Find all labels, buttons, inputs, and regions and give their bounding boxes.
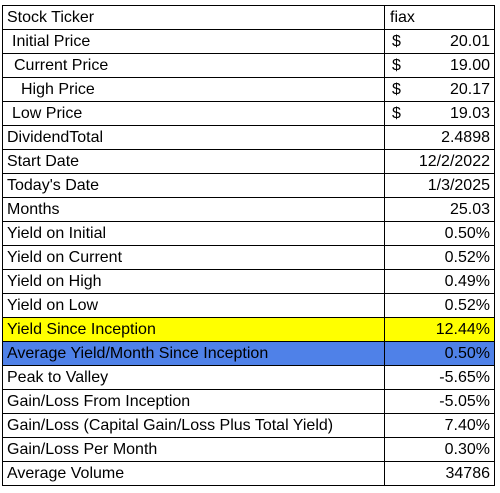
amount: 19.03 <box>449 105 490 122</box>
stock-summary-table: Stock Ticker fiax Initial Price $ 20.01 … <box>2 5 495 486</box>
row-start-date: Start Date 12/2/2022 <box>3 150 495 174</box>
label-cell[interactable]: Gain/Loss From Inception <box>3 390 385 413</box>
value-cell[interactable]: -5.05% <box>385 390 495 413</box>
label-cell[interactable]: Current Price <box>3 54 385 77</box>
value-cell[interactable]: 0.52% <box>385 246 495 269</box>
value-cell[interactable]: $ 19.03 <box>385 102 495 125</box>
row-dividend-total: DividendTotal 2.4898 <box>3 126 495 150</box>
row-initial-price: Initial Price $ 20.01 <box>3 30 495 54</box>
row-average-volume: Average Volume 34786 <box>3 462 495 486</box>
label-cell[interactable]: Months <box>3 198 385 221</box>
row-peak-to-valley: Peak to Valley -5.65% <box>3 366 495 390</box>
row-gain-loss-total: Gain/Loss (Capital Gain/Loss Plus Total … <box>3 414 495 438</box>
value-cell[interactable]: 1/3/2025 <box>385 174 495 197</box>
value-cell[interactable]: $ 20.17 <box>385 78 495 101</box>
row-gain-loss-per-month: Gain/Loss Per Month 0.30% <box>3 438 495 462</box>
value-cell[interactable]: 34786 <box>385 462 495 485</box>
row-yield-on-current: Yield on Current 0.52% <box>3 246 495 270</box>
currency-symbol: $ <box>392 105 401 122</box>
value-cell[interactable]: 0.50% <box>385 222 495 245</box>
label-cell[interactable]: Yield on High <box>3 270 385 293</box>
value-cell[interactable]: $ 19.00 <box>385 54 495 77</box>
row-yield-on-initial: Yield on Initial 0.50% <box>3 222 495 246</box>
label-cell[interactable]: High Price <box>3 78 385 101</box>
label-cell[interactable]: DividendTotal <box>3 126 385 149</box>
amount: 20.17 <box>449 81 490 98</box>
row-average-yield-month: Average Yield/Month Since Inception 0.50… <box>3 342 495 366</box>
value-cell[interactable]: 7.40% <box>385 414 495 437</box>
row-months: Months 25.03 <box>3 198 495 222</box>
value-cell[interactable]: 0.49% <box>385 270 495 293</box>
currency-symbol: $ <box>392 33 401 50</box>
row-low-price: Low Price $ 19.03 <box>3 102 495 126</box>
row-yield-since-inception: Yield Since Inception 12.44% <box>3 318 495 342</box>
label-cell[interactable]: Peak to Valley <box>3 366 385 389</box>
value-cell[interactable]: 12/2/2022 <box>385 150 495 173</box>
row-high-price: High Price $ 20.17 <box>3 78 495 102</box>
row-stock-ticker: Stock Ticker fiax <box>3 6 495 30</box>
currency-symbol: $ <box>392 81 401 98</box>
value-cell[interactable]: 12.44% <box>385 318 495 341</box>
label-cell[interactable]: Start Date <box>3 150 385 173</box>
value-cell[interactable]: 25.03 <box>385 198 495 221</box>
value-cell[interactable]: 0.50% <box>385 342 495 365</box>
label-cell[interactable]: Average Volume <box>3 462 385 485</box>
row-gain-loss-from-inception: Gain/Loss From Inception -5.05% <box>3 390 495 414</box>
value-cell[interactable]: $ 20.01 <box>385 30 495 53</box>
label-cell[interactable]: Stock Ticker <box>3 6 385 29</box>
label-cell[interactable]: Gain/Loss Per Month <box>3 438 385 461</box>
value-cell[interactable]: 2.4898 <box>385 126 495 149</box>
label-cell[interactable]: Low Price <box>3 102 385 125</box>
label-cell[interactable]: Yield on Current <box>3 246 385 269</box>
row-yield-on-high: Yield on High 0.49% <box>3 270 495 294</box>
label-cell[interactable]: Yield Since Inception <box>3 318 385 341</box>
value-cell[interactable]: fiax <box>385 6 495 29</box>
row-yield-on-low: Yield on Low 0.52% <box>3 294 495 318</box>
label-cell[interactable]: Average Yield/Month Since Inception <box>3 342 385 365</box>
value-cell[interactable]: -5.65% <box>385 366 495 389</box>
amount: 19.00 <box>449 57 490 74</box>
label-cell[interactable]: Initial Price <box>3 30 385 53</box>
amount: 20.01 <box>449 33 490 50</box>
value-cell[interactable]: 0.52% <box>385 294 495 317</box>
value-cell[interactable]: 0.30% <box>385 438 495 461</box>
label-cell[interactable]: Yield on Initial <box>3 222 385 245</box>
row-todays-date: Today's Date 1/3/2025 <box>3 174 495 198</box>
label-cell[interactable]: Today's Date <box>3 174 385 197</box>
row-current-price: Current Price $ 19.00 <box>3 54 495 78</box>
label-cell[interactable]: Gain/Loss (Capital Gain/Loss Plus Total … <box>3 414 385 437</box>
label-cell[interactable]: Yield on Low <box>3 294 385 317</box>
currency-symbol: $ <box>392 57 401 74</box>
